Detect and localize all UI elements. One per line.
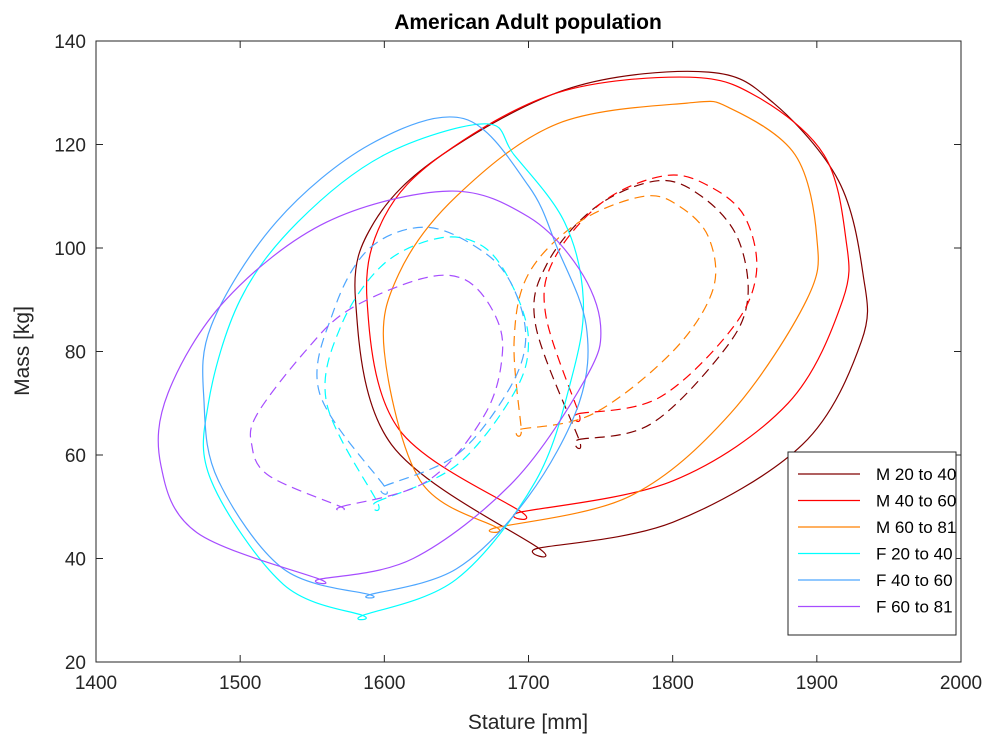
series-m-40-to-60-inner-ellipse bbox=[543, 174, 758, 423]
x-tick-label: 1900 bbox=[796, 673, 838, 694]
x-tick-label: 1500 bbox=[219, 673, 261, 694]
x-tick-label: 2000 bbox=[940, 673, 982, 694]
series-f-40-to-60-outer-ellipse bbox=[202, 116, 589, 599]
y-axis-title: Mass [kg] bbox=[11, 306, 34, 396]
legend-label: M 40 to 60 bbox=[876, 492, 956, 511]
y-tick-label: 60 bbox=[65, 446, 86, 467]
legend-box bbox=[787, 451, 957, 636]
series-m-20-to-40-inner-ellipse bbox=[533, 179, 749, 450]
legend-label: M 20 to 40 bbox=[876, 465, 956, 484]
x-axis-ticks: 1400 1500 1600 1700 1800 1900 2000 bbox=[75, 41, 982, 694]
plot-curves bbox=[157, 70, 869, 621]
series-f-60-to-81-outer-ellipse bbox=[157, 190, 602, 585]
x-tick-label: 1600 bbox=[363, 673, 405, 694]
x-tick-label: 1400 bbox=[75, 673, 117, 694]
series-f-40-to-60-inner-ellipse bbox=[316, 226, 527, 495]
series-m-60-to-81-outer-ellipse bbox=[382, 100, 819, 533]
legend-label: M 60 to 81 bbox=[876, 518, 956, 537]
series-f-60-to-81-inner-ellipse bbox=[249, 274, 504, 511]
y-tick-label: 120 bbox=[54, 136, 86, 157]
x-tick-label: 1800 bbox=[652, 673, 694, 694]
y-tick-label: 140 bbox=[54, 32, 86, 53]
y-tick-label: 80 bbox=[65, 343, 86, 364]
series-f-20-to-40-outer-ellipse bbox=[202, 123, 585, 621]
y-tick-label: 20 bbox=[65, 653, 86, 674]
legend-label: F 40 to 60 bbox=[876, 571, 953, 590]
x-tick-label: 1700 bbox=[507, 673, 549, 694]
legend-label: F 60 to 81 bbox=[876, 598, 953, 617]
legend: M 20 to 40 M 40 to 60 M 60 to 81 F 20 to 40… bbox=[787, 451, 957, 636]
series-m-60-to-81-inner-ellipse bbox=[513, 195, 717, 437]
series-m-20-to-40-outer-ellipse bbox=[354, 70, 869, 558]
y-axis-ticks: 20 40 60 80 100 120 140 bbox=[54, 32, 961, 674]
legend-label: F 20 to 40 bbox=[876, 545, 953, 564]
y-tick-label: 40 bbox=[65, 550, 86, 571]
chart-title: American Adult population bbox=[394, 11, 662, 34]
y-tick-label: 100 bbox=[54, 239, 86, 260]
x-axis-title: Stature [mm] bbox=[468, 711, 588, 734]
series-f-20-to-40-inner-ellipse bbox=[324, 236, 530, 511]
series-m-40-to-60-outer-ellipse bbox=[365, 76, 850, 520]
